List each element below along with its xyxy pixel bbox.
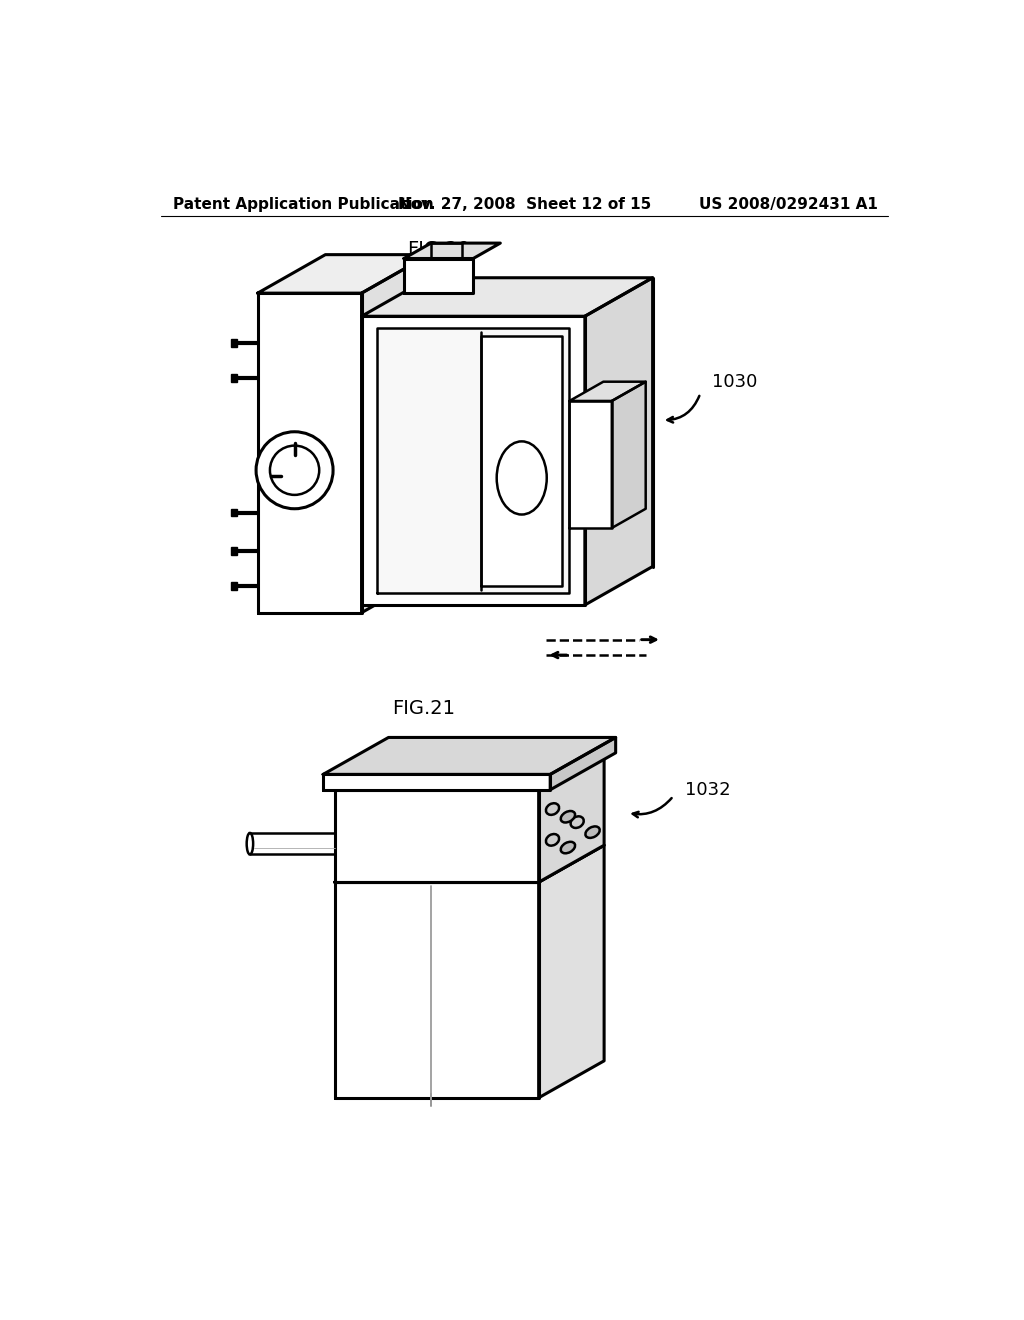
Polygon shape [403, 243, 501, 259]
Polygon shape [258, 293, 361, 612]
Polygon shape [361, 317, 585, 605]
Polygon shape [611, 381, 646, 528]
Polygon shape [230, 548, 237, 554]
Polygon shape [539, 752, 604, 882]
Ellipse shape [570, 816, 584, 828]
Text: FIG.20: FIG.20 [408, 240, 470, 259]
Polygon shape [569, 381, 646, 401]
Polygon shape [585, 277, 652, 605]
Text: Patent Application Publication: Patent Application Publication [173, 197, 433, 213]
Polygon shape [323, 775, 550, 789]
Polygon shape [258, 255, 429, 293]
Polygon shape [323, 738, 615, 775]
Ellipse shape [561, 810, 575, 822]
Text: 1030: 1030 [712, 372, 758, 391]
Polygon shape [481, 335, 562, 586]
Polygon shape [569, 401, 611, 528]
Polygon shape [550, 738, 615, 789]
Polygon shape [230, 582, 237, 590]
Text: US 2008/0292431 A1: US 2008/0292431 A1 [698, 197, 878, 213]
Polygon shape [335, 752, 604, 789]
Ellipse shape [546, 804, 559, 814]
Polygon shape [539, 845, 604, 1098]
Polygon shape [403, 259, 473, 293]
Ellipse shape [586, 826, 600, 838]
Text: Nov. 27, 2008  Sheet 12 of 15: Nov. 27, 2008 Sheet 12 of 15 [398, 197, 651, 213]
Ellipse shape [247, 833, 253, 854]
Text: FIG.21: FIG.21 [391, 700, 455, 718]
Polygon shape [361, 277, 652, 317]
Text: 1032: 1032 [685, 781, 730, 799]
Polygon shape [230, 508, 237, 516]
Polygon shape [335, 882, 539, 1098]
Polygon shape [230, 339, 237, 347]
Ellipse shape [546, 834, 559, 846]
Ellipse shape [561, 842, 575, 853]
Polygon shape [361, 255, 429, 612]
Polygon shape [335, 789, 539, 882]
Polygon shape [377, 327, 569, 594]
Polygon shape [335, 845, 604, 882]
Polygon shape [230, 374, 237, 381]
Circle shape [256, 432, 333, 508]
